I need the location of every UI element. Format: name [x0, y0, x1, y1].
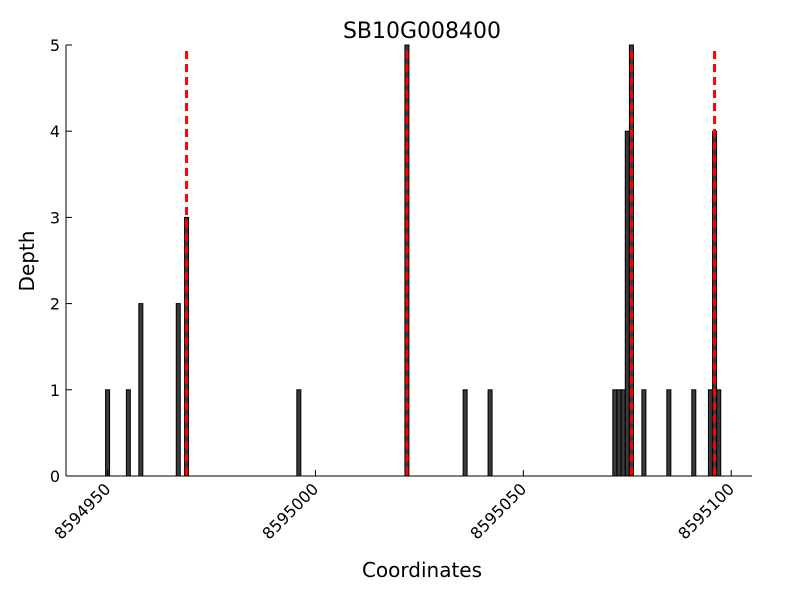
- x-tick-label-0: 8594950: [51, 479, 115, 543]
- bar-1: [125, 389, 131, 477]
- bar-12: [624, 130, 630, 477]
- bar-7: [462, 389, 468, 477]
- y-tick-label-5: 5: [50, 36, 60, 55]
- y-axis-label: Depth: [15, 231, 39, 292]
- bar-17: [707, 389, 713, 477]
- bar-14: [641, 389, 647, 477]
- x-tick-label-1: 8595000: [258, 479, 322, 543]
- bar-3: [175, 303, 181, 477]
- bar-19: [716, 389, 722, 477]
- bar-0: [105, 389, 111, 477]
- y-tick-label-2: 2: [50, 295, 60, 314]
- bar-10: [616, 389, 622, 477]
- y-tick-label-1: 1: [50, 381, 60, 400]
- x-tick-label-3: 8595100: [674, 479, 738, 543]
- bar-9: [612, 389, 618, 477]
- x-axis-label: Coordinates: [362, 558, 482, 582]
- y-ticks: 0 1 2 3 4 5: [50, 36, 72, 486]
- y-tick-label-4: 4: [50, 122, 60, 141]
- y-tick-label-0: 0: [50, 467, 60, 486]
- y-tick-label-3: 3: [50, 208, 60, 227]
- chart-title: SB10G008400: [343, 19, 501, 44]
- x-ticks: 8594950 8595000 8595050 8595100: [51, 470, 738, 543]
- bar-15: [666, 389, 672, 477]
- bar-5: [296, 389, 302, 477]
- bar-16: [691, 389, 697, 477]
- bar-8: [487, 389, 493, 477]
- bar-2: [138, 303, 144, 477]
- bar-series: [105, 44, 722, 477]
- bar-11: [620, 389, 626, 477]
- bar-4: [184, 216, 190, 477]
- marker-lines: [185, 51, 717, 476]
- x-tick-label-2: 8595050: [466, 479, 530, 543]
